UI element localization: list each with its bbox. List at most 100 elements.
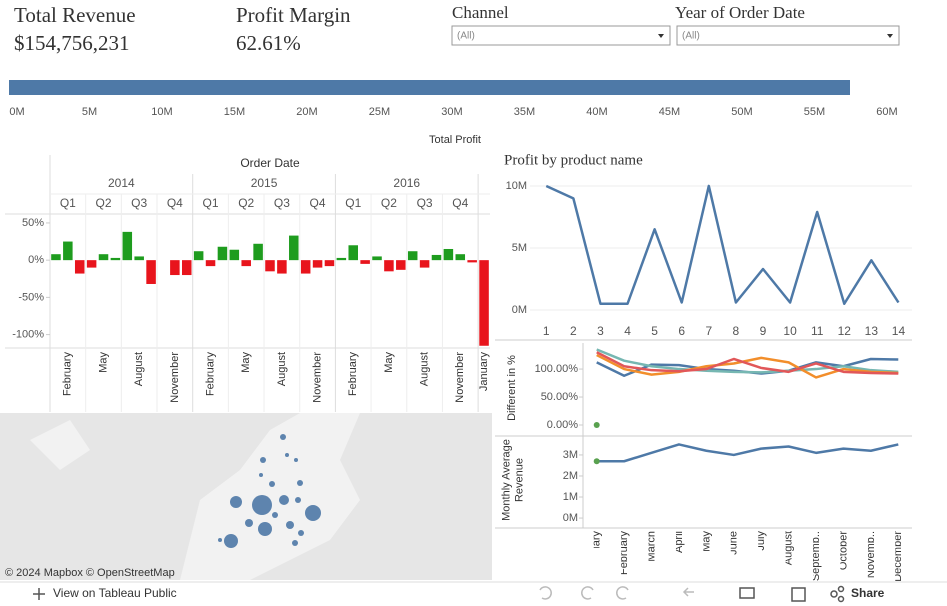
filter-select[interactable]: (All) (676, 25, 900, 46)
year-label: 2015 (251, 176, 278, 190)
quarter-label: Q2 (381, 196, 397, 210)
line (545, 184, 900, 305)
toolbar-icons (539, 585, 845, 603)
bar (205, 260, 216, 267)
year-label: 2014 (108, 176, 135, 190)
x-tick-label: October (837, 531, 849, 570)
x-tick-label: 10 (783, 324, 797, 338)
filter-value: (All) (682, 31, 700, 42)
bar (217, 246, 228, 261)
bar (324, 260, 335, 267)
x-tick-label: May (700, 531, 712, 552)
y-tick-label: 0M (563, 512, 578, 524)
bar (229, 249, 240, 261)
bar (86, 260, 97, 268)
view-link: View on Tableau Public (53, 586, 177, 600)
x-tick-label: May (383, 352, 395, 373)
kpi-value: 62.61% (236, 31, 301, 55)
x-tick-label: August (783, 531, 795, 565)
x-tick-label: 5M (82, 106, 97, 118)
x-tick-label: July (755, 531, 767, 551)
y-axis-label: Monthly Average Revenue (500, 439, 526, 521)
filter-value: (All) (457, 31, 475, 42)
bar (110, 257, 121, 261)
x-tick-label: 1 (543, 324, 550, 338)
y-tick-label: 50% (22, 217, 44, 229)
map[interactable] (0, 413, 492, 580)
x-tick-label: 45M (659, 106, 680, 118)
bar (300, 260, 311, 274)
x-axis-label: Total Profit (429, 134, 481, 146)
chart-title: Profit by product name (504, 152, 643, 168)
bar (431, 254, 442, 261)
bar (289, 235, 299, 261)
filter-label: Year of Order Date (675, 3, 805, 22)
view-button[interactable]: View on Tableau Public (33, 586, 177, 600)
x-tick-label: January (591, 531, 603, 571)
bar (479, 260, 489, 346)
x-tick-label: 11 (811, 324, 824, 338)
x-tick-label: 6 (678, 324, 685, 338)
line (596, 443, 899, 463)
x-tick-label: Septemb.. (810, 531, 822, 581)
y-tick-label: 1M (563, 491, 578, 503)
line (596, 351, 899, 375)
quarter-label: Q2 (238, 196, 254, 210)
bar (336, 257, 347, 261)
quarter-label: Q1 (345, 196, 361, 210)
quarter-label: Q4 (452, 196, 468, 210)
x-tick-label: 15M (224, 106, 245, 118)
x-axis-label: Order Date (240, 156, 300, 170)
x-tick-label: 35M (514, 106, 535, 118)
x-tick-label: February (347, 352, 359, 397)
bar (467, 260, 477, 263)
x-tick-label: December (892, 531, 904, 582)
y-tick-label: 10M (506, 180, 527, 192)
y-tick-label: -100% (12, 329, 44, 341)
y-tick-label: 50.00% (541, 391, 579, 403)
x-tick-label: April (673, 531, 685, 553)
quarter-label: Q2 (96, 196, 112, 210)
kpi-label: Total Revenue (14, 3, 136, 27)
x-tick-label: 30M (441, 106, 462, 118)
kpi-label: Profit Margin (236, 3, 351, 27)
x-tick-label: 2 (570, 324, 577, 338)
x-tick-label: 12 (838, 324, 852, 338)
bar (182, 260, 192, 276)
x-tick-label: May (240, 352, 252, 373)
y-tick-label: 3M (563, 449, 578, 461)
share-button[interactable]: Share (851, 586, 885, 600)
x-tick-label: 4 (624, 324, 631, 338)
bar (134, 256, 144, 261)
x-tick-label: March (645, 531, 657, 562)
x-tick-label: 5 (651, 324, 658, 338)
x-tick-label: January (478, 352, 490, 392)
x-tick-label: 14 (892, 324, 906, 338)
x-tick-label: February (204, 352, 216, 397)
x-tick-label: November (169, 352, 181, 403)
x-tick-label: 60M (876, 106, 897, 118)
x-tick-label: 7 (705, 324, 712, 338)
bar (277, 260, 287, 274)
x-tick-label: November (311, 352, 323, 403)
x-tick-label: August (276, 352, 288, 386)
bar (312, 260, 323, 268)
map-attribution: © 2024 Mapbox © OpenStreetMap (5, 567, 175, 579)
filter-select[interactable]: (All) (451, 25, 671, 46)
x-tick-label: February (62, 352, 74, 397)
x-tick-label: 3 (597, 324, 604, 338)
x-tick-label: 25M (369, 106, 390, 118)
x-tick-label: November (454, 352, 466, 403)
quarter-label: Q1 (203, 196, 219, 210)
bar (253, 243, 263, 261)
bar (265, 260, 275, 272)
x-tick-label: August (419, 352, 431, 386)
bar (122, 231, 133, 261)
x-tick-label: 13 (865, 324, 879, 338)
line (596, 348, 899, 374)
quarter-label: Q4 (167, 196, 183, 210)
filter-label: Channel (452, 3, 509, 22)
kpi-value: $154,756,231 (14, 31, 130, 55)
share-label: Share (851, 586, 885, 600)
